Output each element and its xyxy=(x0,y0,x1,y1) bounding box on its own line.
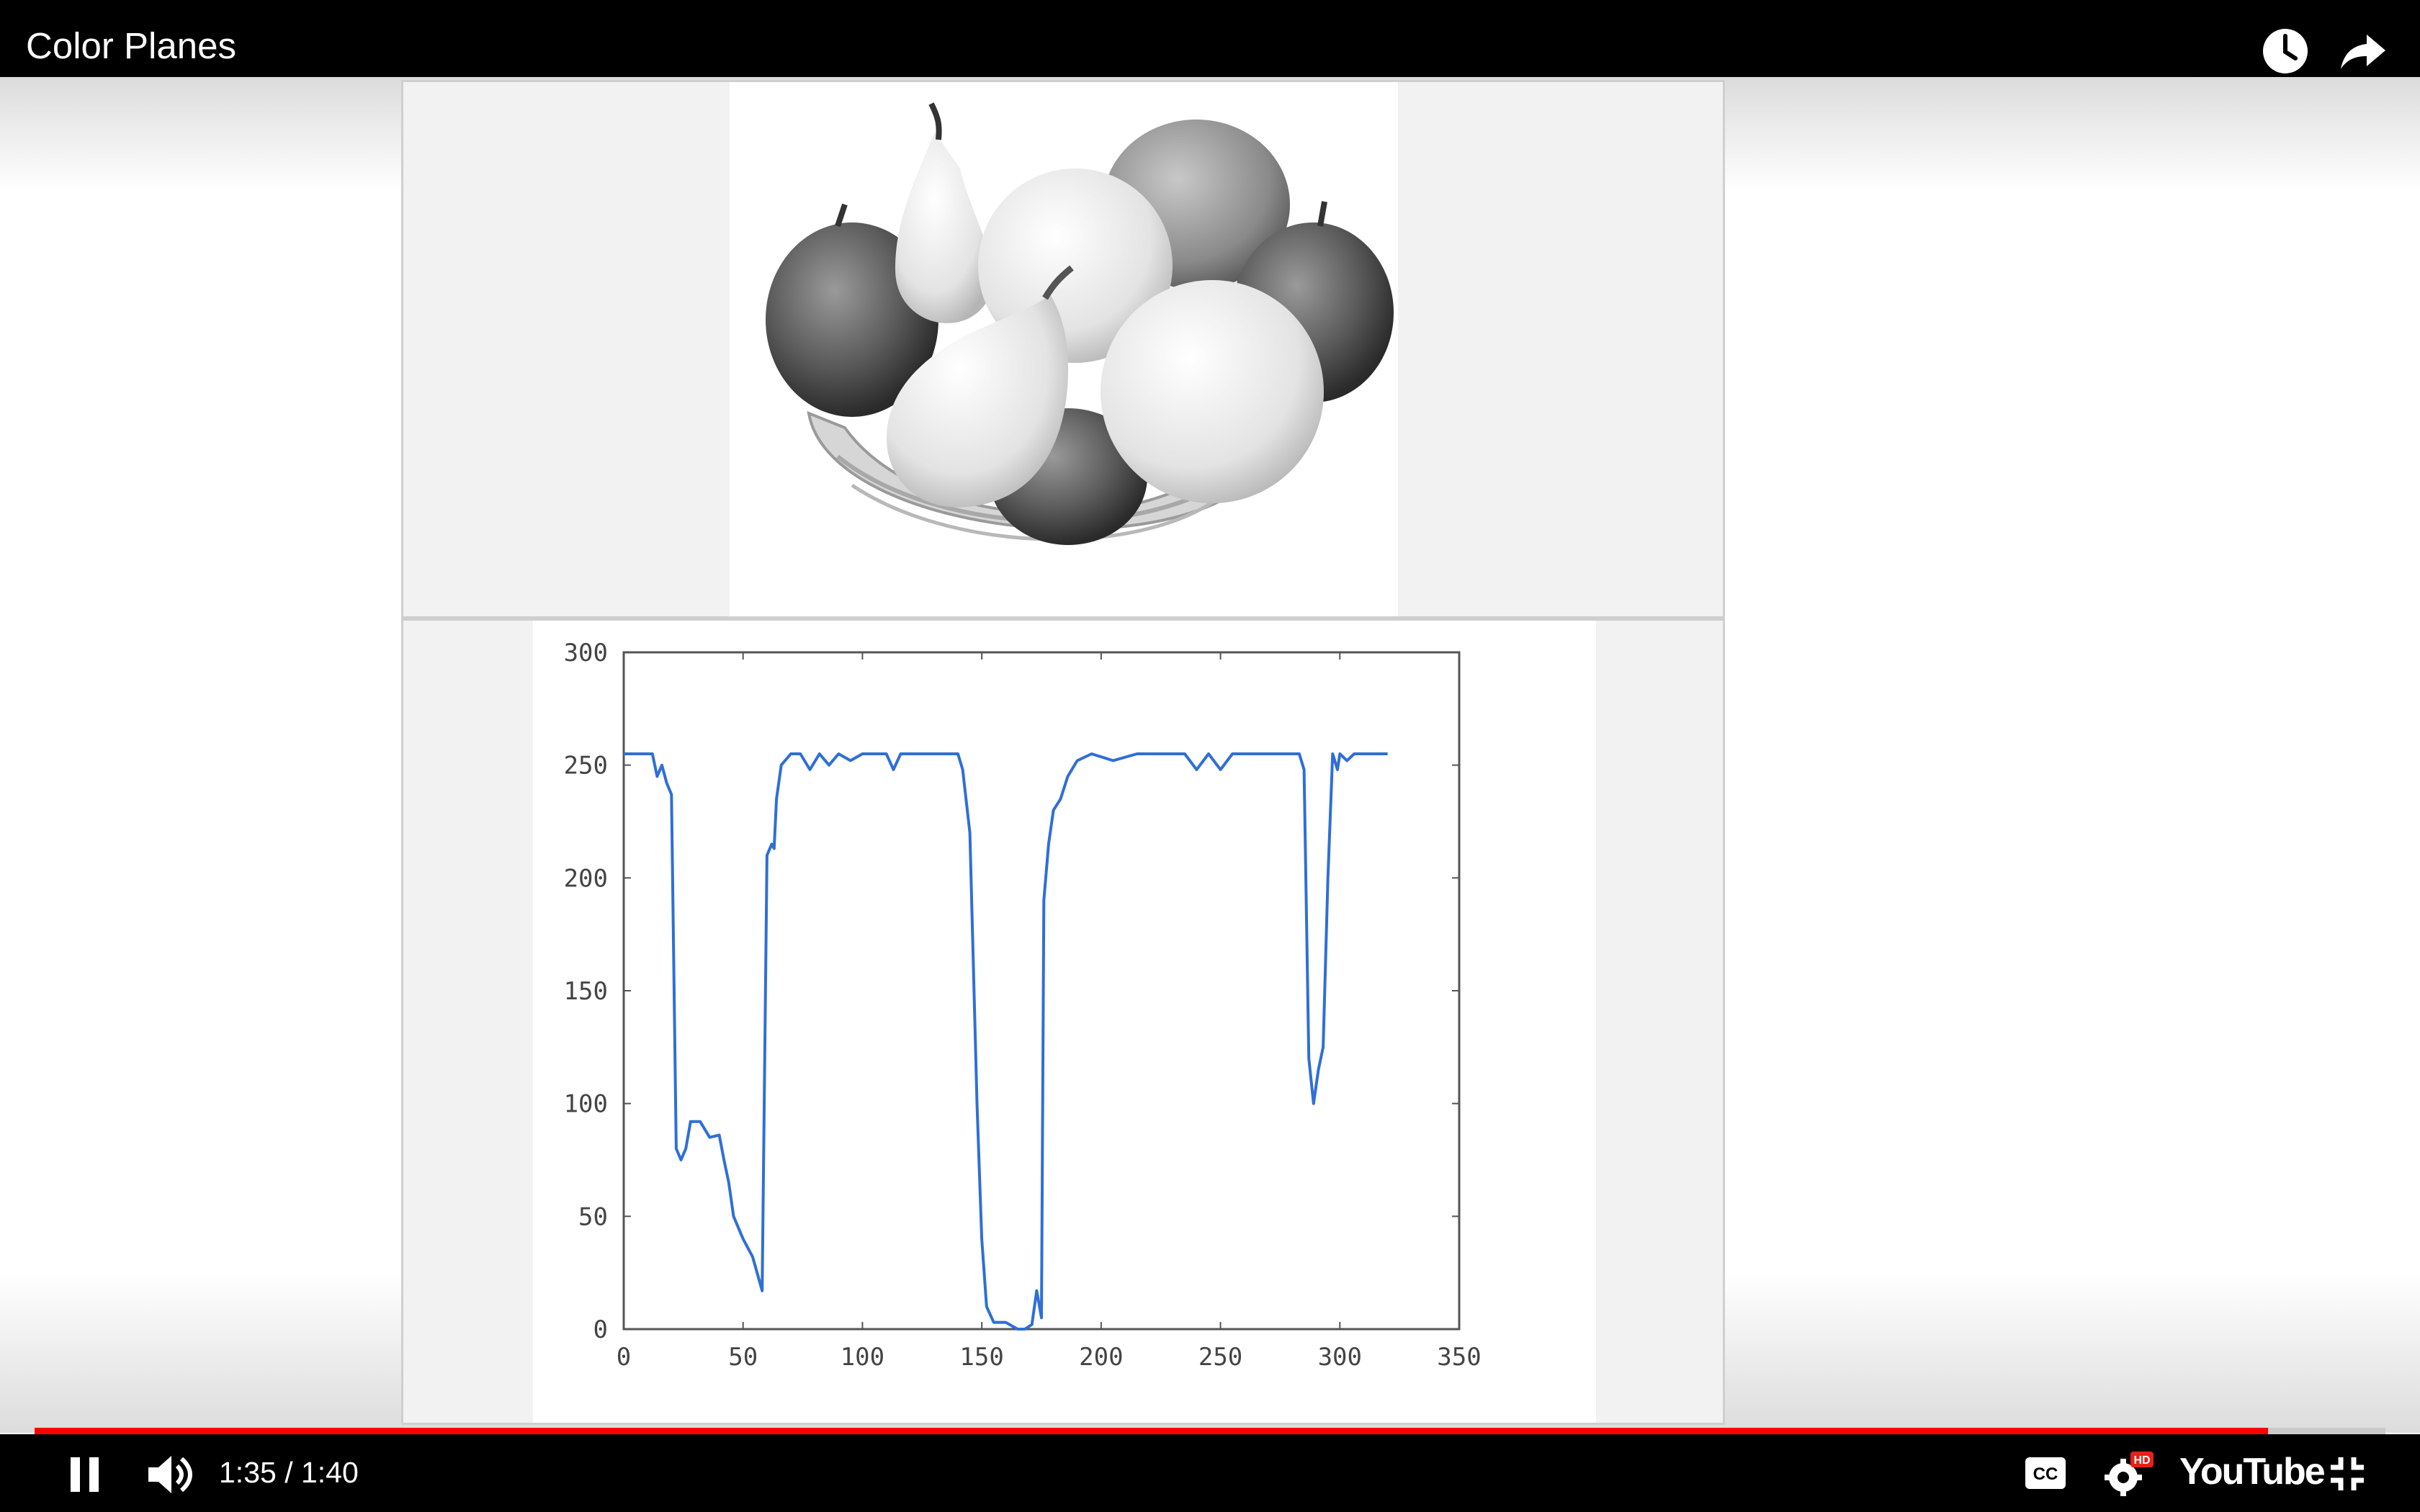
y-tick-label: 200 xyxy=(564,864,608,893)
x-tick-label: 300 xyxy=(1318,1343,1362,1372)
svg-text:CC: CC xyxy=(2033,1464,2058,1484)
chart-panel: 0 50 100 150 200 250 300 350 0 50 100 150 200 250 300 xyxy=(401,618,1725,1425)
y-tick-label: 150 xyxy=(564,977,608,1006)
player-controls: 1:35 / 1:40 CC HD YouTube xyxy=(0,1434,2420,1512)
pause-icon[interactable] xyxy=(68,1454,104,1495)
title-bar: Color Planes xyxy=(0,0,2420,77)
y-tick-label: 50 xyxy=(578,1202,608,1231)
time-display: 1:35 / 1:40 xyxy=(219,1456,359,1489)
progress-bar[interactable] xyxy=(35,1428,2385,1434)
image-panel xyxy=(401,80,1725,618)
x-tick-label: 350 xyxy=(1437,1343,1481,1372)
y-tick-label: 100 xyxy=(564,1090,608,1119)
y-tick-label: 300 xyxy=(564,639,608,667)
series-line xyxy=(624,752,1388,1331)
hd-badge: HD xyxy=(2133,1454,2150,1467)
line-chart: 0 50 100 150 200 250 300 350 0 50 100 150 200 250 300 xyxy=(533,621,1596,1423)
x-tick-label: 50 xyxy=(728,1343,758,1372)
y-tick-label: 250 xyxy=(564,752,608,780)
exit-fullscreen-icon[interactable] xyxy=(2328,1454,2367,1493)
x-tick-label: 200 xyxy=(1079,1343,1123,1372)
settings-gear-icon[interactable]: HD xyxy=(2103,1449,2155,1498)
clock-icon[interactable] xyxy=(2260,26,2311,76)
youtube-logo[interactable]: YouTube xyxy=(2179,1451,2326,1493)
fruit-bowl-image xyxy=(730,82,1398,616)
x-tick-label: 250 xyxy=(1198,1343,1242,1372)
x-tick-label: 100 xyxy=(841,1343,884,1372)
share-arrow-icon[interactable] xyxy=(2338,26,2388,76)
video-frame[interactable]: 0 50 100 150 200 250 300 350 0 50 100 150 200 250 300 xyxy=(0,77,2420,1433)
volume-icon[interactable] xyxy=(147,1453,194,1496)
y-tick-label: 0 xyxy=(593,1315,608,1344)
x-tick-label: 0 xyxy=(617,1343,631,1372)
captions-icon[interactable]: CC xyxy=(2024,1456,2067,1490)
x-tick-label: 150 xyxy=(959,1343,1003,1372)
video-title[interactable]: Color Planes xyxy=(26,25,236,66)
chart-svg: 0 50 100 150 200 250 300 350 0 50 100 150 200 250 300 xyxy=(564,639,1482,1372)
progress-played xyxy=(35,1428,2268,1434)
